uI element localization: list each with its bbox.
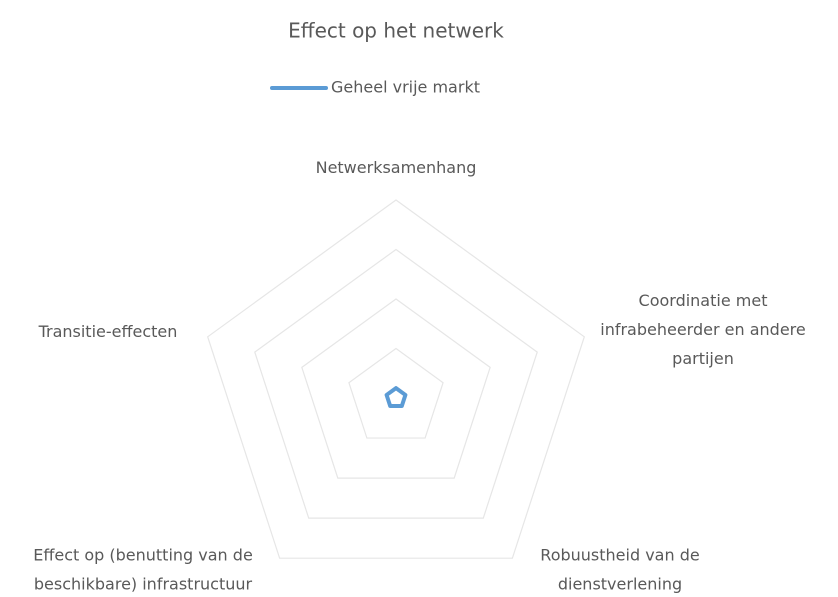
axis-label: Transitie-effecten [38,322,178,341]
axis-label: Effect op (benutting van de beschikbare) … [33,545,253,593]
axis-label: Netwerksamenhang [316,158,477,177]
axis-label: Robuustheid van de dienstverlening [540,545,699,593]
axis-label: Coordinatie met infrabeheerder en andere p… [600,291,805,368]
grid-ring [206,199,586,559]
chart-title: Effect op het netwerk [288,19,504,43]
grid-ring [301,298,491,479]
legend-label: Geheel vrije markt [331,78,480,97]
grid-ring [254,248,538,519]
series-line [384,386,408,409]
grid-ring [348,347,444,439]
